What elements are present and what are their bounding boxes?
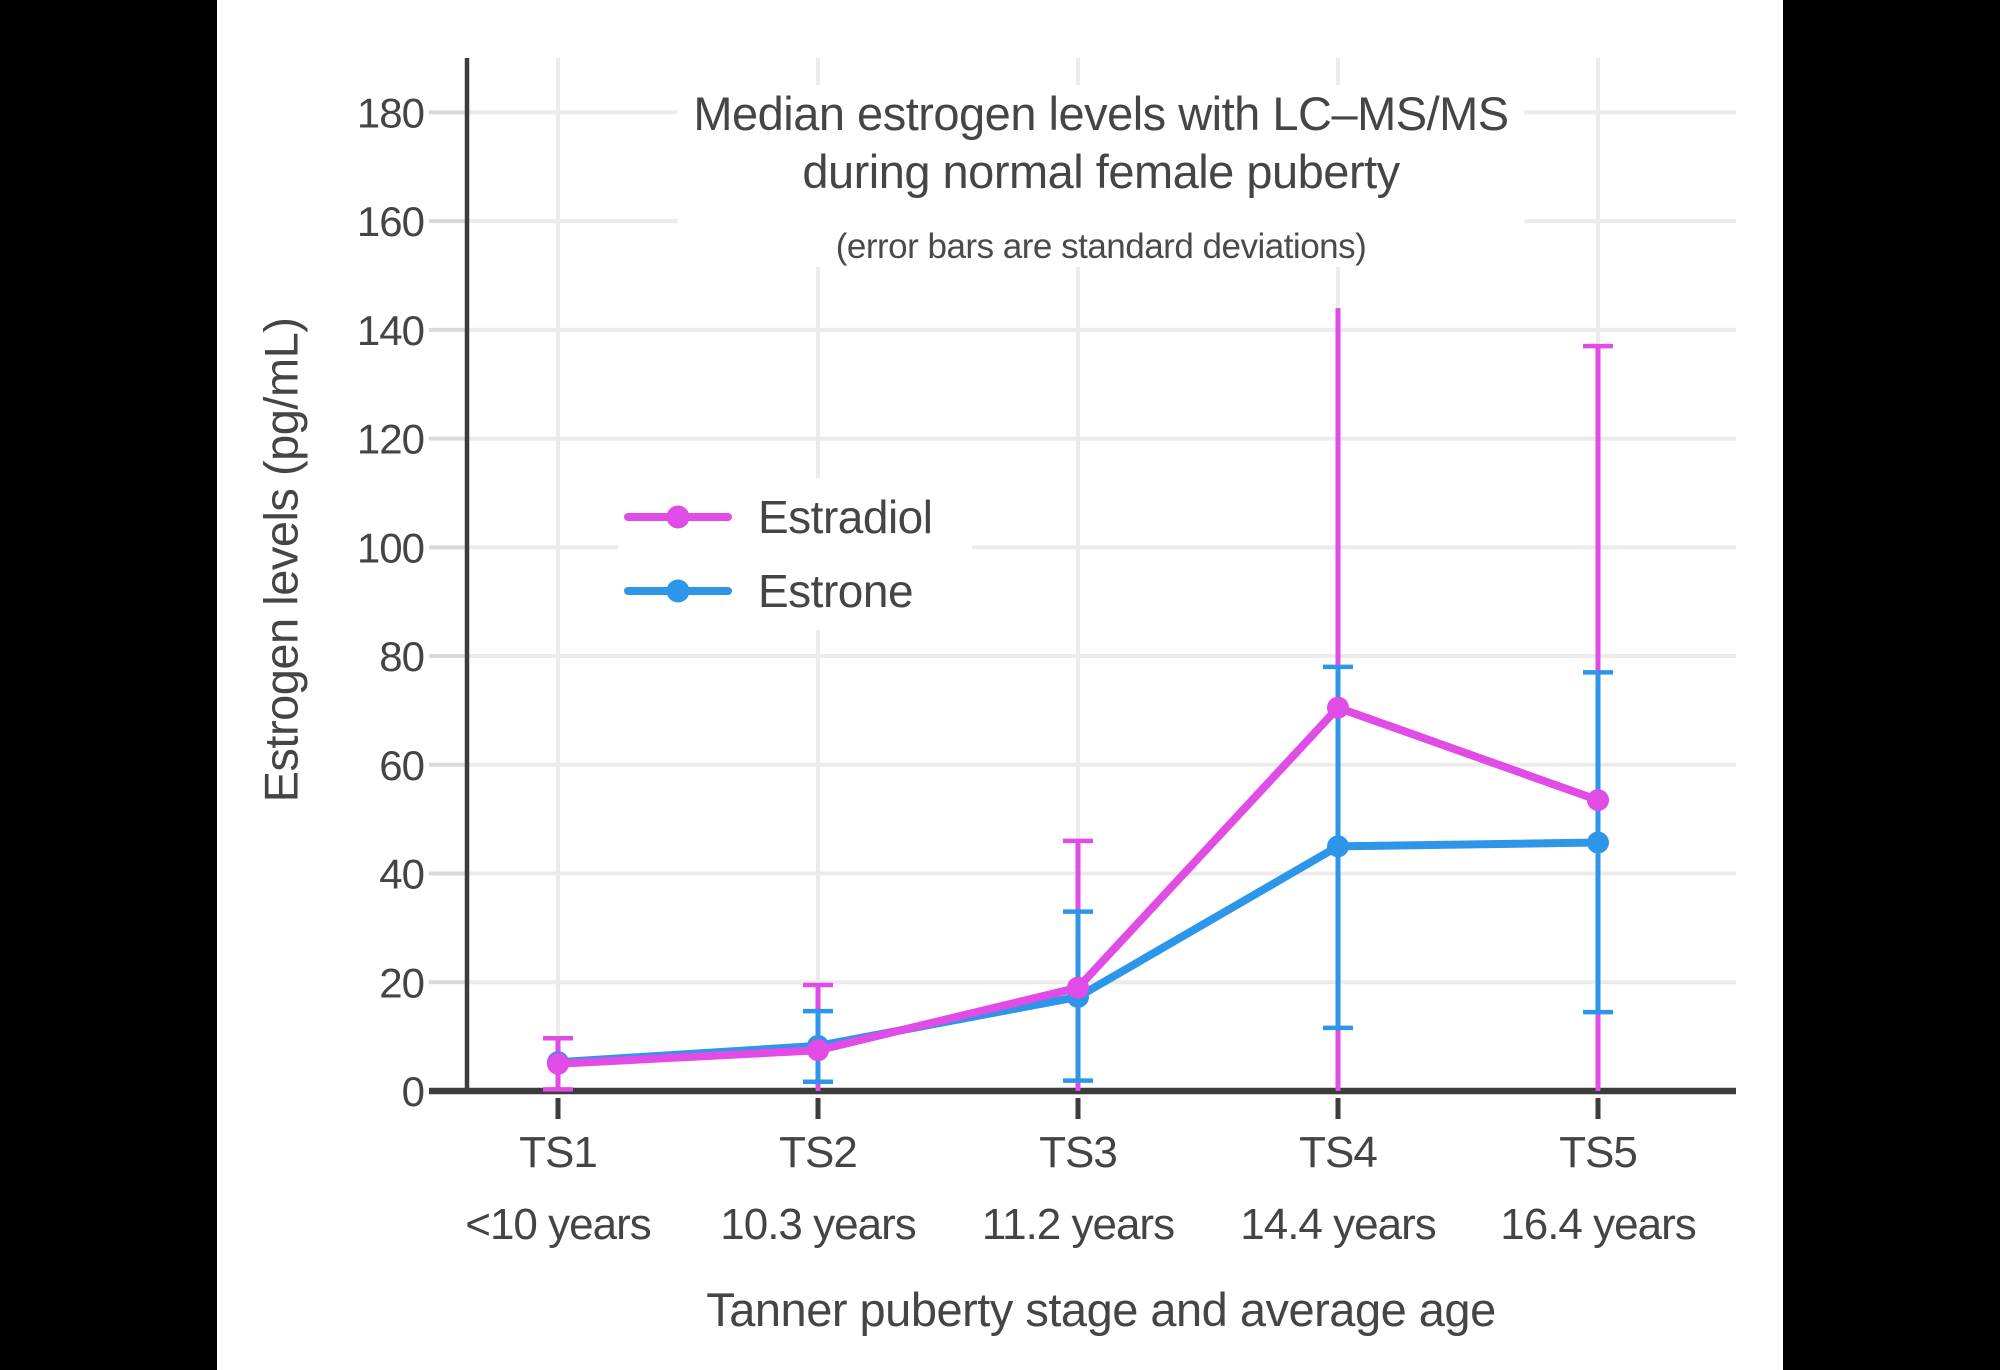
chart-figure: 0 20 40 60 80 100 120 140 160 180 TS1 TS2 TS3 TS4 TS5 <… <box>217 0 1783 1370</box>
estrone-marker-dot <box>666 579 690 603</box>
svg-text:TS5: TS5 <box>1559 1128 1637 1177</box>
svg-text:40: 40 <box>379 851 424 898</box>
svg-text:0: 0 <box>402 1068 424 1115</box>
svg-text:TS3: TS3 <box>1039 1128 1117 1177</box>
x-axis-title: Tanner puberty stage and average age <box>706 1283 1496 1336</box>
chart-subtitle: (error bars are standard deviations) <box>835 227 1367 266</box>
svg-text:10.3 years: 10.3 years <box>720 1200 915 1249</box>
svg-text:TS2: TS2 <box>779 1128 857 1177</box>
svg-text:120: 120 <box>357 416 424 463</box>
svg-text:11.2 years: 11.2 years <box>982 1200 1174 1249</box>
svg-text:180: 180 <box>357 89 424 136</box>
svg-text:160: 160 <box>357 198 424 245</box>
chart-title-line2: during normal female puberty <box>802 145 1400 198</box>
estradiol-line-swatch <box>624 505 732 529</box>
svg-text:14.4 years: 14.4 years <box>1240 1200 1435 1249</box>
svg-text:TS4: TS4 <box>1299 1128 1377 1177</box>
estradiol-marker-dot <box>666 505 690 529</box>
legend-label-estradiol: Estradiol <box>758 491 933 543</box>
svg-text:80: 80 <box>379 633 424 680</box>
chart-title-line1: Median estrogen levels with LC–MS/MS <box>693 87 1509 140</box>
legend-label-estrone: Estrone <box>758 565 914 617</box>
legend-item-estrone: Estrone <box>624 558 932 624</box>
svg-text:100: 100 <box>357 524 424 571</box>
svg-text:140: 140 <box>357 307 424 354</box>
svg-text:TS1: TS1 <box>519 1128 597 1177</box>
estrone-line-swatch <box>624 579 732 603</box>
y-axis-title: Estrogen levels (pg/mL) <box>254 317 308 803</box>
chart-title-block: Median estrogen levels with LC–MS/MS dur… <box>677 85 1525 267</box>
svg-text:60: 60 <box>379 742 424 789</box>
svg-text:16.4 years: 16.4 years <box>1500 1200 1695 1249</box>
legend-item-estradiol: Estradiol <box>624 484 933 550</box>
legend: Estradiol Estrone <box>618 478 973 630</box>
svg-text:<10 years: <10 years <box>465 1200 650 1249</box>
svg-text:20: 20 <box>379 959 424 1006</box>
